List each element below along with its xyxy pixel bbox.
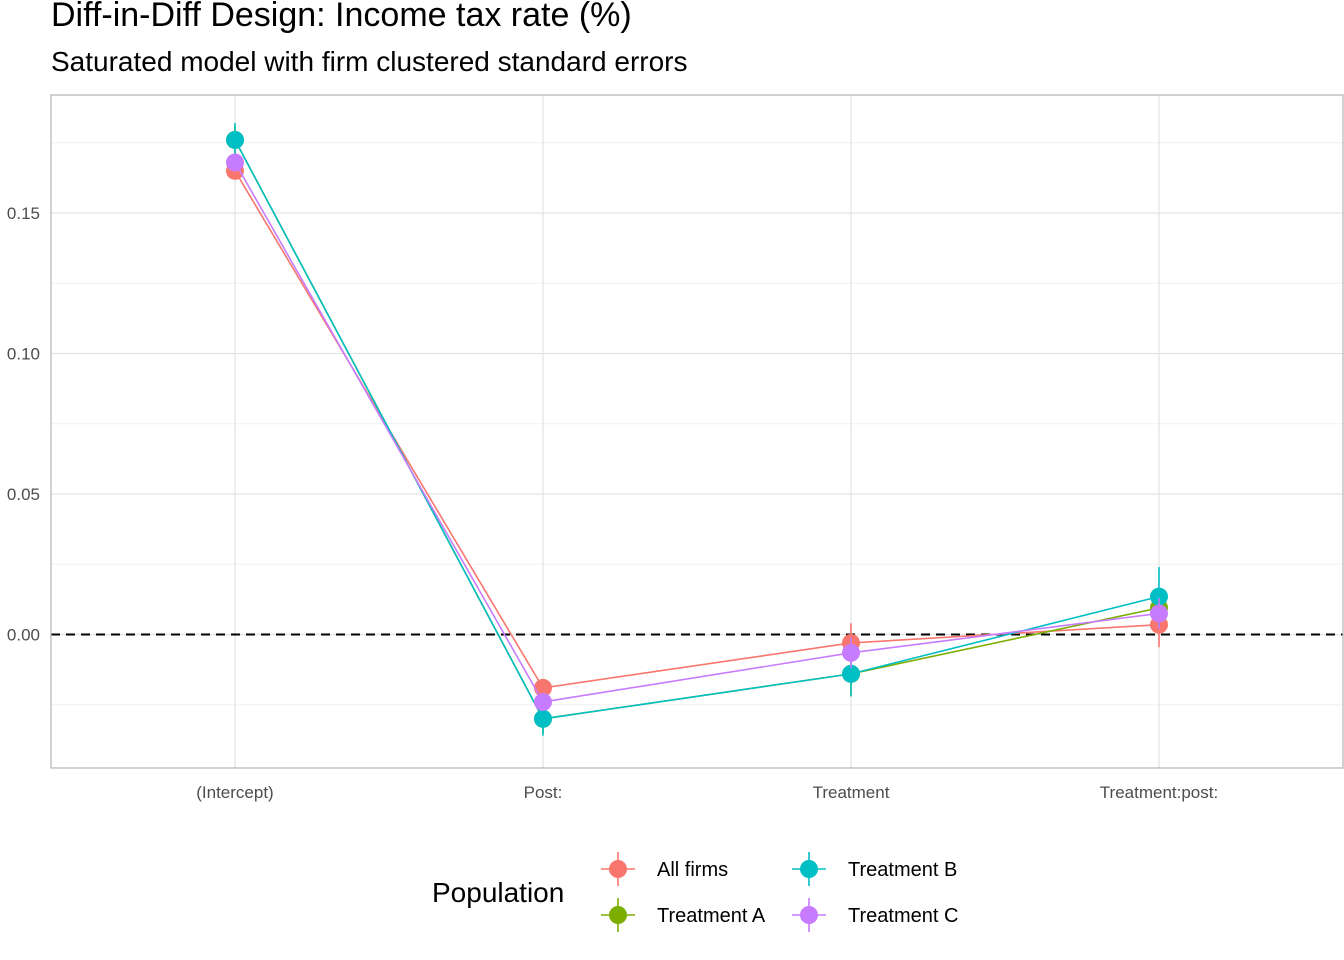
y-tick-label: 0.00 xyxy=(7,626,40,645)
data-point xyxy=(842,664,860,683)
legend-item: Treatment C xyxy=(792,898,958,932)
legend-title: Population xyxy=(432,877,564,908)
x-axis-ticks: (Intercept) Post: Treatment Treatment:post: xyxy=(196,783,1218,802)
legend-label: Treatment C xyxy=(848,905,958,927)
series-line xyxy=(234,170,1160,689)
data-point xyxy=(842,643,860,662)
y-tick-label: 0.15 xyxy=(7,204,40,223)
data-point xyxy=(226,130,244,149)
data-point xyxy=(534,692,552,711)
legend-key-point xyxy=(609,906,627,924)
legend-key-point xyxy=(800,906,818,924)
y-tick-label: 0.05 xyxy=(7,485,40,504)
legend-key-point xyxy=(800,860,818,878)
data-point xyxy=(1150,587,1168,606)
legend-label: Treatment A xyxy=(657,905,766,927)
series-layer xyxy=(226,123,1168,736)
x-tick-label: Treatment:post: xyxy=(1100,783,1218,802)
legend-key-point xyxy=(609,860,627,878)
chart-subtitle: Saturated model with firm clustered stan… xyxy=(51,46,688,77)
grid-layer xyxy=(51,95,1343,768)
data-point xyxy=(226,153,244,172)
series-all-firms xyxy=(226,161,1168,697)
legend-item: Treatment B xyxy=(792,852,957,886)
legend-item: All firms xyxy=(601,852,728,886)
data-point xyxy=(534,678,552,697)
x-tick-label: Post: xyxy=(524,783,563,802)
legend-label: All firms xyxy=(657,859,728,881)
legend-item: Treatment A xyxy=(601,898,766,932)
y-axis-ticks: 0.00 0.05 0.10 0.15 xyxy=(7,204,40,645)
panel-border xyxy=(50,94,1344,769)
series-line xyxy=(234,139,1160,720)
series-treatment-b xyxy=(226,123,1168,736)
series-treatment-a xyxy=(226,125,1168,733)
legend: Population All firms Treatment A Treatment… xyxy=(432,852,958,932)
chart-title: Diff-in-Diff Design: Income tax rate (%) xyxy=(51,0,632,34)
legend-label: Treatment B xyxy=(848,859,957,881)
x-tick-label: (Intercept) xyxy=(196,783,273,802)
series-line xyxy=(234,162,1160,703)
series-treatment-c xyxy=(226,153,1168,711)
data-point xyxy=(1150,604,1168,623)
y-tick-label: 0.10 xyxy=(7,345,40,364)
x-tick-label: Treatment xyxy=(813,783,890,802)
data-point xyxy=(534,709,552,728)
